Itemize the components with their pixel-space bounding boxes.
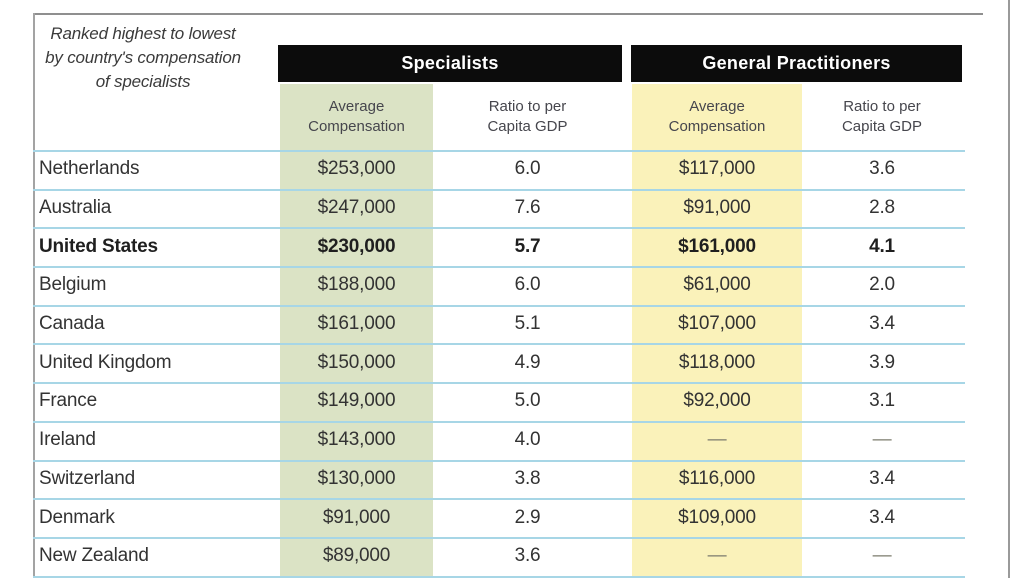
gp-gdp-ratio: 2.8 xyxy=(869,197,895,219)
gp-gdp-ratio: 4.1 xyxy=(869,235,895,257)
table-row: France $149,000 5.0 $92,000 3.1 xyxy=(33,384,965,423)
specialist-gdp-ratio: 3.8 xyxy=(514,467,541,489)
country-name: France xyxy=(39,390,97,412)
specialist-avg-compensation: $149,000 xyxy=(317,390,396,412)
caption-line: by country's compensation xyxy=(45,48,241,67)
country-name: United States xyxy=(39,235,158,257)
gp-avg-compensation: $92,000 xyxy=(683,390,751,412)
gp-avg-compensation-header: Average Compensation xyxy=(632,84,802,150)
country-name: United Kingdom xyxy=(39,351,172,373)
gp-gdp-ratio: 3.1 xyxy=(869,390,895,412)
gp-gdp-ratio-header: Ratio to per Capita GDP xyxy=(802,84,962,150)
specialist-avg-compensation: $150,000 xyxy=(317,351,396,373)
table-row: Denmark $91,000 2.9 $109,000 3.4 xyxy=(33,500,965,539)
table-row: Netherlands $253,000 6.0 $117,000 3.6 xyxy=(33,152,965,191)
specialist-gdp-ratio: 5.0 xyxy=(514,390,541,412)
country-name: Switzerland xyxy=(39,467,136,489)
specialist-avg-compensation: $253,000 xyxy=(317,158,396,180)
table-row: New Zealand $89,000 3.6 — — xyxy=(33,539,965,578)
specialist-gdp-ratio: 6.0 xyxy=(514,274,541,296)
gp-gdp-ratio: — xyxy=(872,429,892,451)
table-row: Switzerland $130,000 3.8 $116,000 3.4 xyxy=(33,462,965,501)
gp-avg-compensation: $117,000 xyxy=(678,158,756,180)
gp-avg-compensation: $61,000 xyxy=(683,274,751,296)
table-top-border xyxy=(33,13,983,15)
specialist-gdp-ratio: 5.7 xyxy=(514,235,541,257)
column-header-label: Ratio to per Capita GDP xyxy=(487,98,568,135)
specialist-avg-compensation: $161,000 xyxy=(317,313,396,335)
specialists-gdp-ratio-header: Ratio to per Capita GDP xyxy=(433,84,622,150)
specialists-group-header: Specialists xyxy=(278,45,622,82)
country-name: Netherlands xyxy=(39,158,140,180)
country-name: Australia xyxy=(39,197,112,219)
country-name: New Zealand xyxy=(39,545,149,567)
country-name: Denmark xyxy=(39,506,115,528)
table-caption: Ranked highest to lowest by country's co… xyxy=(36,22,250,94)
specialist-gdp-ratio: 2.9 xyxy=(514,506,541,528)
table-body: Netherlands $253,000 6.0 $117,000 3.6 Au… xyxy=(33,150,965,578)
gp-avg-compensation: — xyxy=(707,545,727,567)
table-row: Australia $247,000 7.6 $91,000 2.8 xyxy=(33,191,965,230)
specialist-gdp-ratio: 4.0 xyxy=(514,429,541,451)
specialist-avg-compensation: $91,000 xyxy=(322,506,391,528)
country-name: Ireland xyxy=(39,429,96,451)
country-name: Canada xyxy=(39,313,105,335)
specialist-avg-compensation: $230,000 xyxy=(317,235,396,257)
column-header-label: Average Compensation xyxy=(308,98,405,135)
gp-avg-compensation: $118,000 xyxy=(678,351,756,373)
column-header-label: Average Compensation xyxy=(668,98,766,135)
table-row: Ireland $143,000 4.0 — — xyxy=(33,423,965,462)
specialist-avg-compensation: $89,000 xyxy=(322,545,391,567)
gp-gdp-ratio: 3.6 xyxy=(869,158,895,180)
specialist-gdp-ratio: 4.9 xyxy=(514,351,541,373)
gp-avg-compensation: $107,000 xyxy=(678,313,756,335)
gp-avg-compensation: $161,000 xyxy=(678,235,756,257)
page-right-edge xyxy=(1008,0,1010,578)
specialist-gdp-ratio: 5.1 xyxy=(514,313,541,335)
gp-gdp-ratio: — xyxy=(872,545,892,567)
specialist-gdp-ratio: 7.6 xyxy=(514,197,541,219)
column-header-label: Ratio to per Capita GDP xyxy=(841,98,923,135)
specialists-avg-compensation-header: Average Compensation xyxy=(280,84,433,150)
gp-gdp-ratio: 3.4 xyxy=(869,467,895,489)
gp-avg-compensation: $91,000 xyxy=(683,197,751,219)
gp-gdp-ratio: 3.9 xyxy=(869,351,895,373)
table-left-border xyxy=(33,13,35,578)
gp-gdp-ratio: 3.4 xyxy=(869,506,895,528)
specialist-avg-compensation: $188,000 xyxy=(317,274,396,296)
specialist-gdp-ratio: 3.6 xyxy=(514,545,541,567)
gp-gdp-ratio: 3.4 xyxy=(869,313,895,335)
gp-avg-compensation: $109,000 xyxy=(678,506,756,528)
country-name: Belgium xyxy=(39,274,107,296)
table-row: United Kingdom $150,000 4.9 $118,000 3.9 xyxy=(33,345,965,385)
gp-avg-compensation: $116,000 xyxy=(678,467,756,489)
gp-avg-compensation: — xyxy=(707,429,727,451)
table-row: Belgium $188,000 6.0 $61,000 2.0 xyxy=(33,268,965,307)
specialist-avg-compensation: $247,000 xyxy=(317,197,396,219)
general-practitioners-group-header: General Practitioners xyxy=(631,45,962,82)
table-row: United States $230,000 5.7 $161,000 4.1 xyxy=(33,229,965,269)
table-row: Canada $161,000 5.1 $107,000 3.4 xyxy=(33,307,965,346)
specialist-avg-compensation: $130,000 xyxy=(317,467,396,489)
caption-line: Ranked highest to lowest xyxy=(50,24,236,43)
specialists-avg-column-highlight xyxy=(280,84,433,578)
gp-avg-column-highlight xyxy=(632,84,802,578)
gp-gdp-ratio: 2.0 xyxy=(869,274,895,296)
specialist-gdp-ratio: 6.0 xyxy=(514,158,541,180)
caption-line: of specialists xyxy=(95,72,191,91)
specialist-avg-compensation: $143,000 xyxy=(317,429,396,451)
